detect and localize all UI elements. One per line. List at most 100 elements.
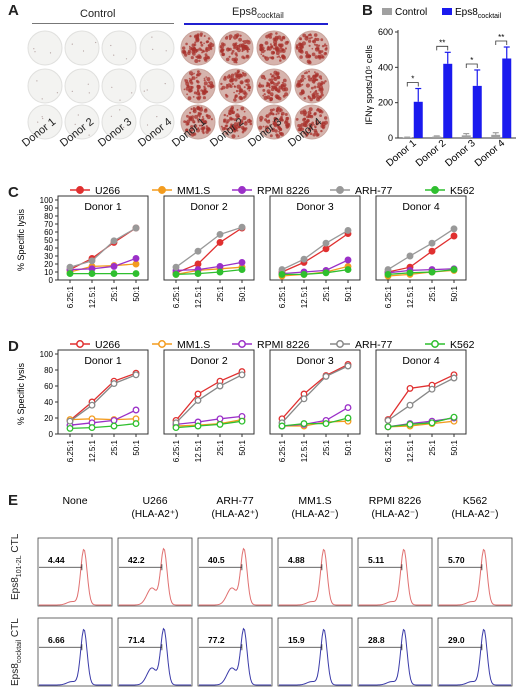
spot bbox=[321, 122, 326, 127]
spot bbox=[305, 134, 308, 137]
data-point bbox=[238, 371, 246, 379]
data-point bbox=[110, 380, 118, 388]
spot bbox=[311, 47, 314, 50]
data-point bbox=[300, 395, 308, 403]
spot bbox=[278, 127, 283, 132]
spot bbox=[221, 42, 224, 46]
x-tick-label: 25:1 bbox=[110, 439, 119, 455]
lysis-chart-d: U266 MM1.S RPMI 8226 ARH-77 K562 % Specific l… bbox=[16, 339, 475, 462]
spot bbox=[305, 71, 308, 74]
facet-frame bbox=[269, 195, 361, 281]
series-line bbox=[175, 374, 243, 424]
spot bbox=[324, 52, 327, 55]
spot bbox=[197, 127, 200, 130]
spot bbox=[240, 106, 245, 111]
spot bbox=[198, 115, 201, 118]
spot bbox=[199, 85, 201, 87]
data-point bbox=[88, 401, 96, 409]
spot bbox=[224, 124, 228, 128]
spot bbox=[146, 124, 149, 126]
spot bbox=[318, 56, 322, 60]
x-tick-label: 50:1 bbox=[238, 285, 247, 301]
control-line bbox=[32, 23, 174, 24]
column-title: U266 bbox=[142, 495, 167, 507]
data-point bbox=[216, 262, 224, 270]
spot bbox=[295, 46, 300, 50]
spot bbox=[200, 34, 203, 37]
spot bbox=[265, 120, 268, 123]
spot bbox=[95, 41, 97, 44]
facet-frame bbox=[163, 349, 255, 435]
spot bbox=[303, 131, 306, 135]
spot bbox=[205, 125, 208, 128]
spot bbox=[188, 88, 192, 93]
spot bbox=[263, 56, 267, 59]
spot bbox=[305, 119, 310, 123]
spot bbox=[202, 50, 205, 53]
series-line bbox=[175, 415, 243, 426]
significance-mark: ** bbox=[498, 33, 504, 42]
spot bbox=[229, 126, 232, 129]
series-line bbox=[175, 268, 243, 276]
spot bbox=[274, 129, 278, 133]
spot bbox=[319, 114, 322, 117]
spot bbox=[299, 47, 301, 49]
data-point bbox=[428, 419, 436, 427]
y-tick-label: 40 bbox=[44, 398, 53, 407]
spot bbox=[197, 95, 202, 99]
spot bbox=[195, 128, 201, 133]
spot bbox=[266, 129, 269, 132]
spot bbox=[308, 77, 312, 82]
data-point bbox=[406, 269, 414, 277]
spot bbox=[155, 128, 157, 130]
data-point bbox=[384, 416, 392, 424]
spot bbox=[317, 82, 322, 87]
spot bbox=[223, 75, 227, 79]
spot bbox=[185, 42, 188, 46]
legend-marker bbox=[431, 186, 439, 194]
histogram-curve bbox=[359, 548, 431, 606]
legend-label: U266 bbox=[95, 185, 120, 197]
spot bbox=[233, 91, 235, 94]
spot bbox=[302, 109, 307, 113]
x-tick-label: 25:1 bbox=[428, 439, 437, 455]
data-point bbox=[344, 256, 352, 264]
data-point bbox=[172, 424, 180, 432]
data-point bbox=[172, 270, 180, 278]
data-point bbox=[110, 237, 118, 245]
spot bbox=[231, 49, 235, 53]
spot bbox=[282, 55, 286, 60]
y-tick-label: 50 bbox=[44, 236, 53, 245]
data-point bbox=[384, 270, 392, 278]
spot bbox=[206, 114, 211, 120]
spot bbox=[228, 55, 231, 58]
spot bbox=[88, 134, 90, 136]
series-line bbox=[69, 257, 137, 271]
spot bbox=[239, 96, 242, 99]
spot bbox=[315, 121, 319, 126]
spot bbox=[275, 113, 278, 116]
spot bbox=[33, 48, 35, 50]
spot bbox=[243, 110, 246, 113]
spot bbox=[246, 50, 249, 53]
spot bbox=[270, 56, 275, 60]
y-tick-label: 40 bbox=[44, 244, 53, 253]
spot bbox=[189, 35, 192, 38]
spot bbox=[305, 83, 310, 88]
panel-d: D U266 MM1.S RPMI 8226 ARH-77 K562 % Specific… bbox=[0, 332, 520, 482]
spot bbox=[268, 86, 271, 89]
spot bbox=[308, 107, 313, 112]
y-tick-label: 0 bbox=[49, 430, 54, 439]
legend-marker bbox=[431, 340, 439, 348]
spot bbox=[324, 116, 328, 120]
spot bbox=[245, 54, 250, 59]
x-tick-label: 25:1 bbox=[322, 285, 331, 301]
spot bbox=[313, 128, 318, 133]
x-tick-label: 12.5:1 bbox=[406, 285, 415, 308]
data-point bbox=[194, 390, 202, 398]
spot bbox=[280, 38, 284, 42]
spot bbox=[308, 44, 311, 47]
spot bbox=[299, 55, 303, 59]
data-point bbox=[132, 406, 140, 414]
spot bbox=[306, 133, 310, 136]
